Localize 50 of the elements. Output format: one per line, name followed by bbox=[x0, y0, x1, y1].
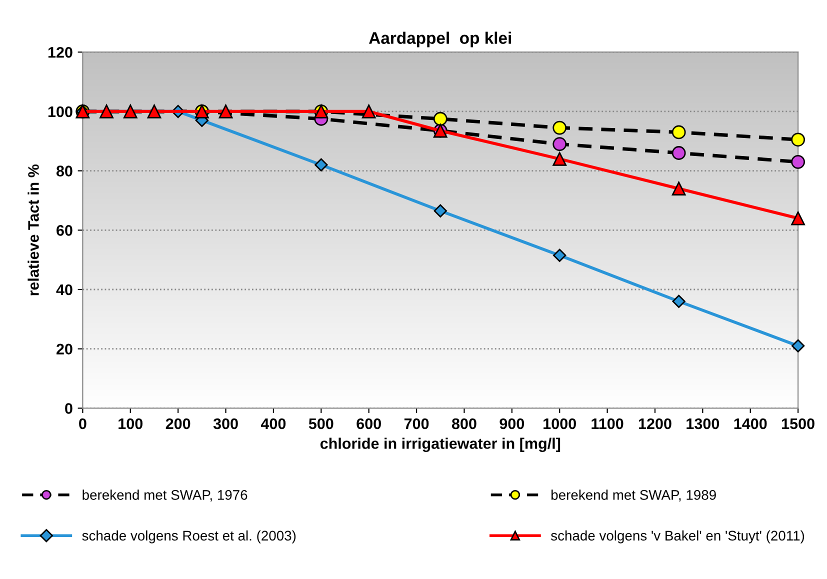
chart-title: Aardappel op klei bbox=[369, 32, 511, 48]
y-tick-label: 120 bbox=[48, 46, 72, 58]
point bbox=[672, 294, 686, 308]
point bbox=[434, 204, 447, 218]
x-tick-label: 1300 bbox=[686, 418, 720, 430]
x-axis-title: chloride in irrigatiewater in [mg/l] bbox=[320, 438, 560, 452]
y-tick-label: 100 bbox=[48, 106, 72, 118]
y-tick-label: 60 bbox=[56, 225, 72, 236]
point bbox=[552, 137, 567, 152]
point bbox=[552, 120, 567, 135]
y-axis-title: relatieve Tact in % bbox=[28, 164, 39, 296]
point bbox=[791, 211, 805, 226]
point bbox=[672, 146, 686, 160]
point bbox=[791, 154, 805, 169]
x-tick-label: 1200 bbox=[638, 418, 672, 430]
point bbox=[123, 104, 138, 118]
x-tick-label: 1500 bbox=[782, 418, 814, 430]
point bbox=[314, 158, 328, 172]
x-tick-label: 200 bbox=[166, 418, 190, 430]
point bbox=[362, 104, 376, 118]
y-tick-label: 20 bbox=[56, 344, 72, 355]
x-tick-label: 0 bbox=[79, 418, 86, 430]
legend-label: schade volgens 'v Bakel' en 'Stuyt' (2011) bbox=[550, 530, 804, 544]
x-tick-label: 700 bbox=[404, 418, 429, 430]
y-tick-label: 40 bbox=[56, 284, 72, 296]
x-tick-label: 300 bbox=[213, 418, 238, 430]
point bbox=[791, 132, 805, 147]
point bbox=[433, 112, 448, 126]
point bbox=[672, 125, 686, 140]
legend-label: berekend met SWAP, 1989 bbox=[551, 490, 716, 502]
x-tick-label: 1100 bbox=[592, 418, 624, 430]
point bbox=[672, 182, 686, 196]
x-tick-label: 1000 bbox=[544, 418, 576, 430]
x-tick-label: 100 bbox=[118, 418, 143, 430]
point bbox=[791, 339, 805, 352]
y-tick-label: 0 bbox=[65, 403, 72, 414]
point bbox=[147, 104, 162, 118]
legend-label: schade volgens Roest et al. (2003) bbox=[82, 530, 296, 544]
x-tick-label: 800 bbox=[452, 418, 476, 430]
x-tick-label: 900 bbox=[500, 418, 524, 430]
legend-label: berekend met SWAP, 1976 bbox=[82, 490, 248, 502]
point bbox=[218, 104, 233, 118]
x-tick-label: 500 bbox=[308, 418, 334, 430]
x-tick-label: 1400 bbox=[734, 418, 767, 430]
point bbox=[553, 248, 566, 262]
x-tick-label: 600 bbox=[356, 418, 381, 430]
x-tick-label: 400 bbox=[260, 418, 286, 430]
point bbox=[100, 104, 114, 118]
y-tick-label: 80 bbox=[56, 166, 72, 176]
point bbox=[552, 152, 567, 166]
